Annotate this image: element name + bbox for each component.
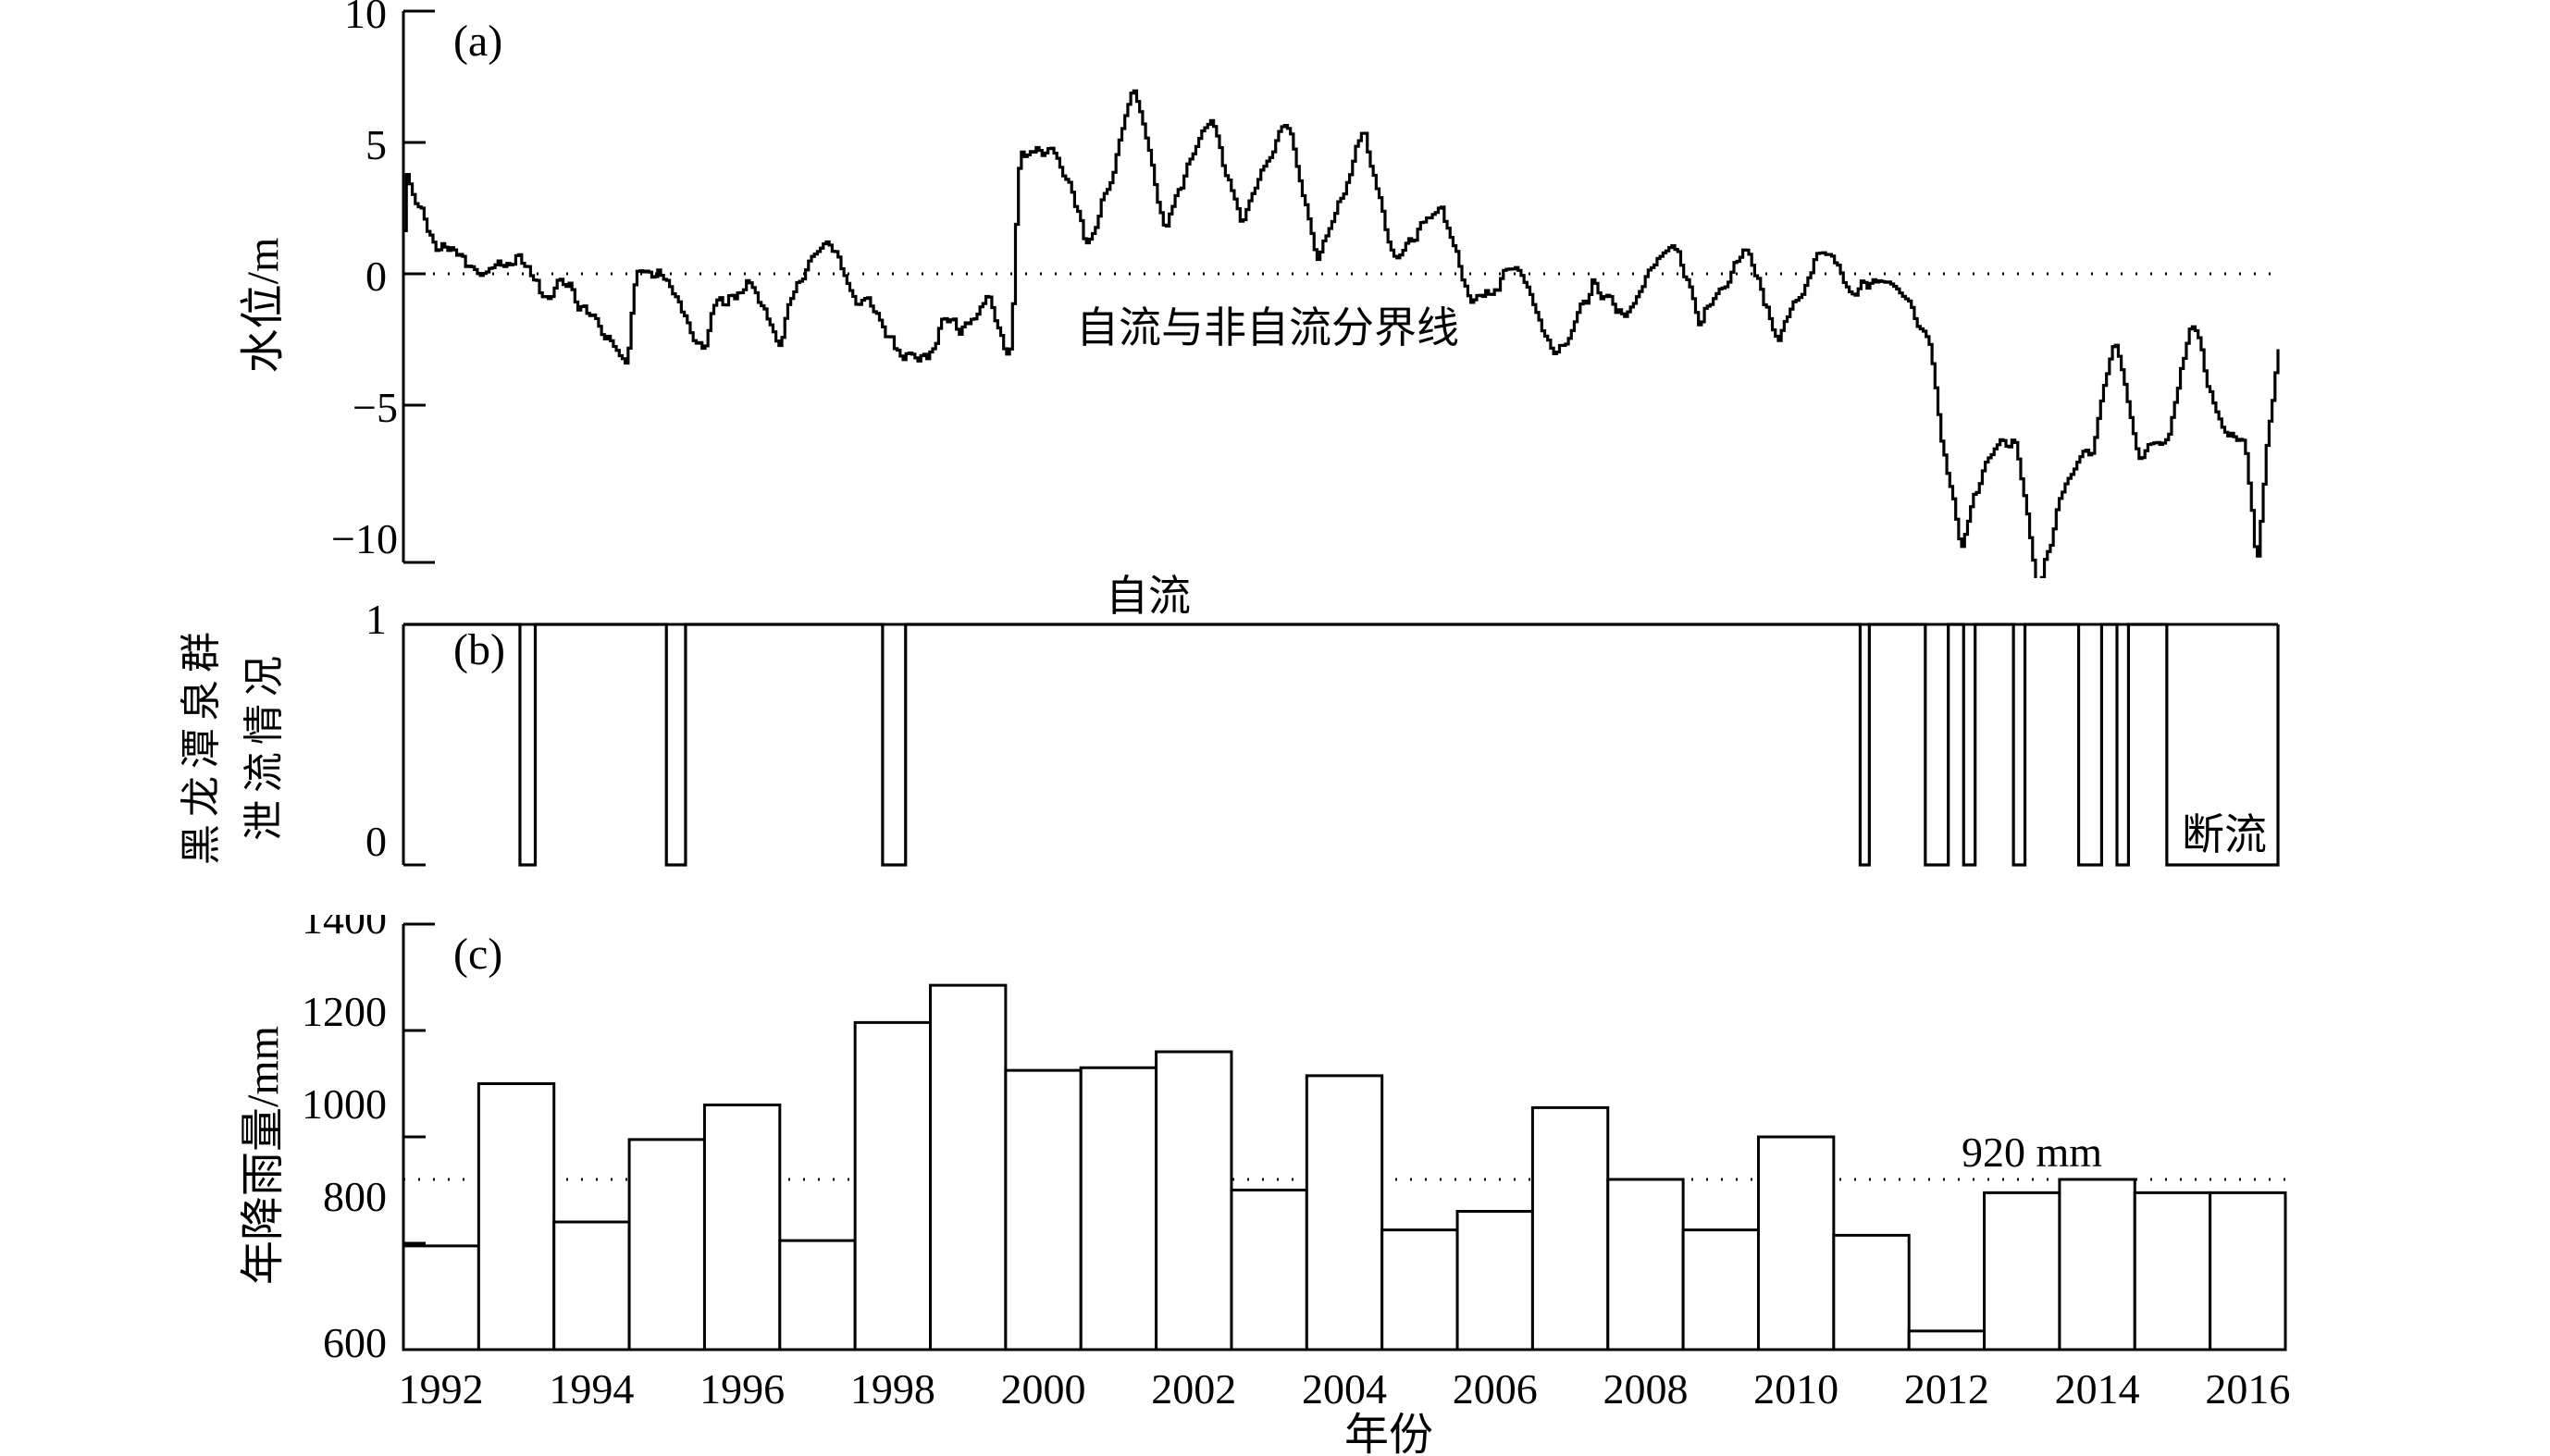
- svg-text:断流: 断流: [2182, 811, 2267, 858]
- svg-text:1200: 1200: [302, 988, 387, 1035]
- svg-text:0: 0: [365, 253, 387, 300]
- svg-text:(c): (c): [453, 930, 502, 979]
- svg-text:1998: 1998: [850, 1365, 935, 1413]
- svg-text:2002: 2002: [1151, 1365, 1236, 1413]
- svg-text:1000: 1000: [302, 1080, 387, 1128]
- svg-text:0: 0: [365, 818, 387, 865]
- svg-text:(b): (b): [453, 625, 505, 674]
- svg-text:(a): (a): [453, 17, 502, 66]
- svg-text:600: 600: [323, 1319, 387, 1366]
- svg-text:−10: −10: [331, 515, 398, 562]
- svg-text:1996: 1996: [699, 1365, 785, 1413]
- svg-text:5: 5: [365, 121, 387, 168]
- svg-text:水位/m: 水位/m: [239, 238, 288, 374]
- svg-text:2016: 2016: [2205, 1365, 2290, 1413]
- svg-text:年降雨量/mm: 年降雨量/mm: [239, 1026, 288, 1285]
- svg-text:2004: 2004: [1302, 1365, 1387, 1413]
- svg-text:泄流情况: 泄流情况: [241, 648, 287, 841]
- svg-text:2006: 2006: [1453, 1365, 1538, 1413]
- svg-text:自流与非自流分界线: 自流与非自流分界线: [1076, 304, 1459, 352]
- svg-text:10: 10: [344, 0, 387, 37]
- svg-text:1992: 1992: [399, 1365, 484, 1413]
- svg-text:2010: 2010: [1753, 1365, 1838, 1413]
- svg-text:自流: 自流: [1106, 573, 1191, 620]
- svg-text:2000: 2000: [1001, 1365, 1086, 1413]
- svg-text:1: 1: [365, 596, 387, 643]
- svg-text:920 mm: 920 mm: [1962, 1129, 2102, 1176]
- svg-text:2008: 2008: [1603, 1365, 1688, 1413]
- svg-text:−5: −5: [353, 384, 398, 431]
- svg-text:黑龙潭泉群: 黑龙潭泉群: [179, 624, 224, 865]
- svg-text:800: 800: [323, 1173, 387, 1220]
- svg-text:1400: 1400: [302, 915, 387, 943]
- svg-text:2012: 2012: [1904, 1365, 1989, 1413]
- svg-text:2014: 2014: [2055, 1365, 2140, 1413]
- svg-text:年份: 年份: [1344, 1411, 1433, 1456]
- svg-text:1994: 1994: [549, 1365, 634, 1413]
